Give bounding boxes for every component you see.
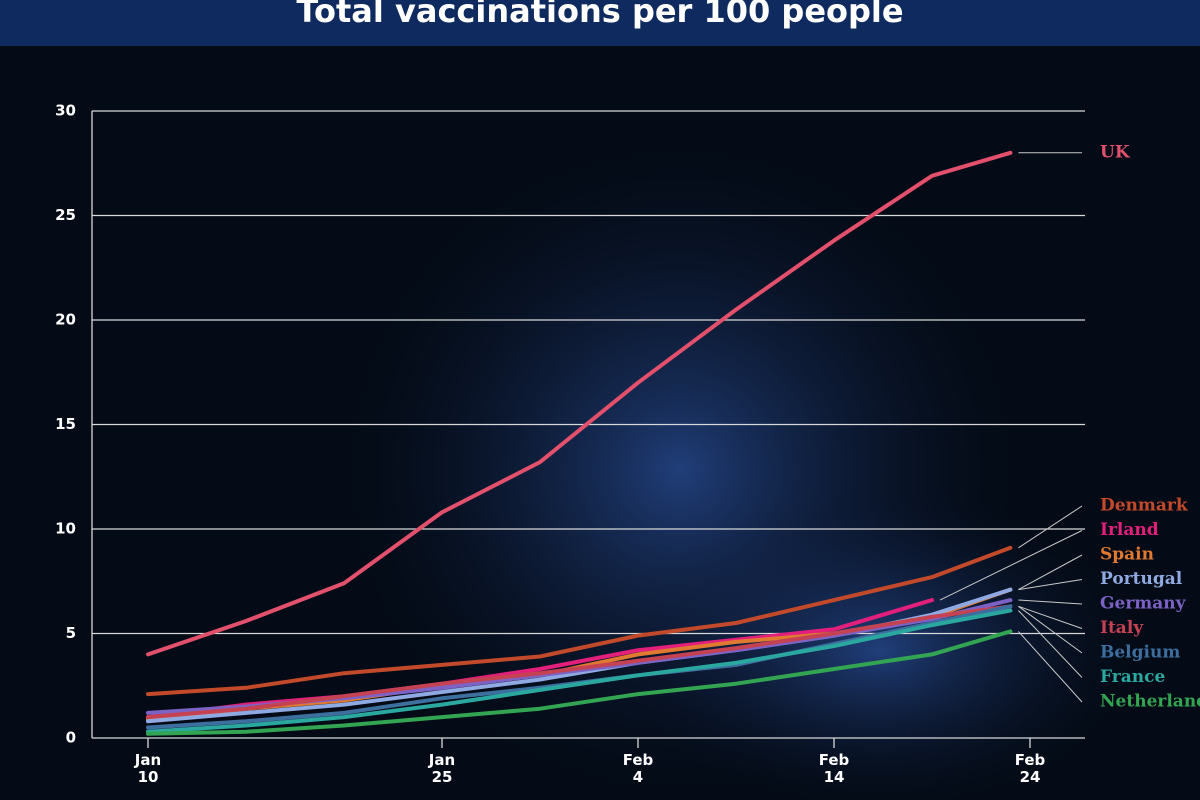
leader-line xyxy=(1018,554,1083,591)
glove-backdrop xyxy=(620,490,1140,800)
leader-line xyxy=(1018,599,1083,605)
legend-label: Germany xyxy=(1100,594,1187,614)
x-tick-label: Jan 10 xyxy=(134,751,161,786)
leader-line xyxy=(1018,505,1083,549)
y-tick-label: 5 xyxy=(66,624,76,642)
series-line xyxy=(146,150,1013,657)
leader-line xyxy=(1018,605,1083,654)
plot-area: 0 5 10 15 20 25 30 Jan 10 Jan 25 Feb 4 Feb 14 Feb 24 UK De… xyxy=(55,102,1200,786)
y-tick-label: 30 xyxy=(55,102,76,120)
y-tick-label: 0 xyxy=(66,729,76,747)
series-line xyxy=(146,598,934,720)
y-tick-label: 15 xyxy=(55,415,76,433)
legend-label: Portugal xyxy=(1100,569,1183,589)
legend-label: Netherlands xyxy=(1100,692,1200,712)
legend-label: France xyxy=(1100,667,1165,687)
leader-line xyxy=(939,530,1083,601)
legend-label: Denmark xyxy=(1100,496,1189,516)
legend-label: Spain xyxy=(1100,545,1154,565)
chart-title: Total vaccinations per 100 people xyxy=(296,0,903,30)
leader-line xyxy=(1018,610,1083,678)
legend-label: Belgium xyxy=(1100,643,1180,663)
leader-line xyxy=(1018,605,1083,629)
title-banner xyxy=(0,0,1200,46)
leader-line xyxy=(1018,579,1083,591)
y-tick-label: 10 xyxy=(55,520,76,538)
leader-line xyxy=(1018,631,1083,703)
legend-label: UK xyxy=(1100,142,1131,162)
x-tick-label: Jan 25 xyxy=(428,751,455,786)
x-tick-label: Feb 24 xyxy=(1015,751,1046,786)
x-tick-label: Feb 14 xyxy=(819,751,850,786)
y-tick-label: 20 xyxy=(55,311,76,329)
series-line xyxy=(146,608,1013,734)
y-tick-label: 25 xyxy=(55,206,76,224)
series-line xyxy=(146,629,1013,736)
legend-label: Irland xyxy=(1100,520,1159,540)
series-line xyxy=(146,545,1013,697)
series-line xyxy=(146,604,1013,720)
legend-label: Italy xyxy=(1100,618,1144,638)
x-tick-label: Feb 4 xyxy=(623,751,654,786)
